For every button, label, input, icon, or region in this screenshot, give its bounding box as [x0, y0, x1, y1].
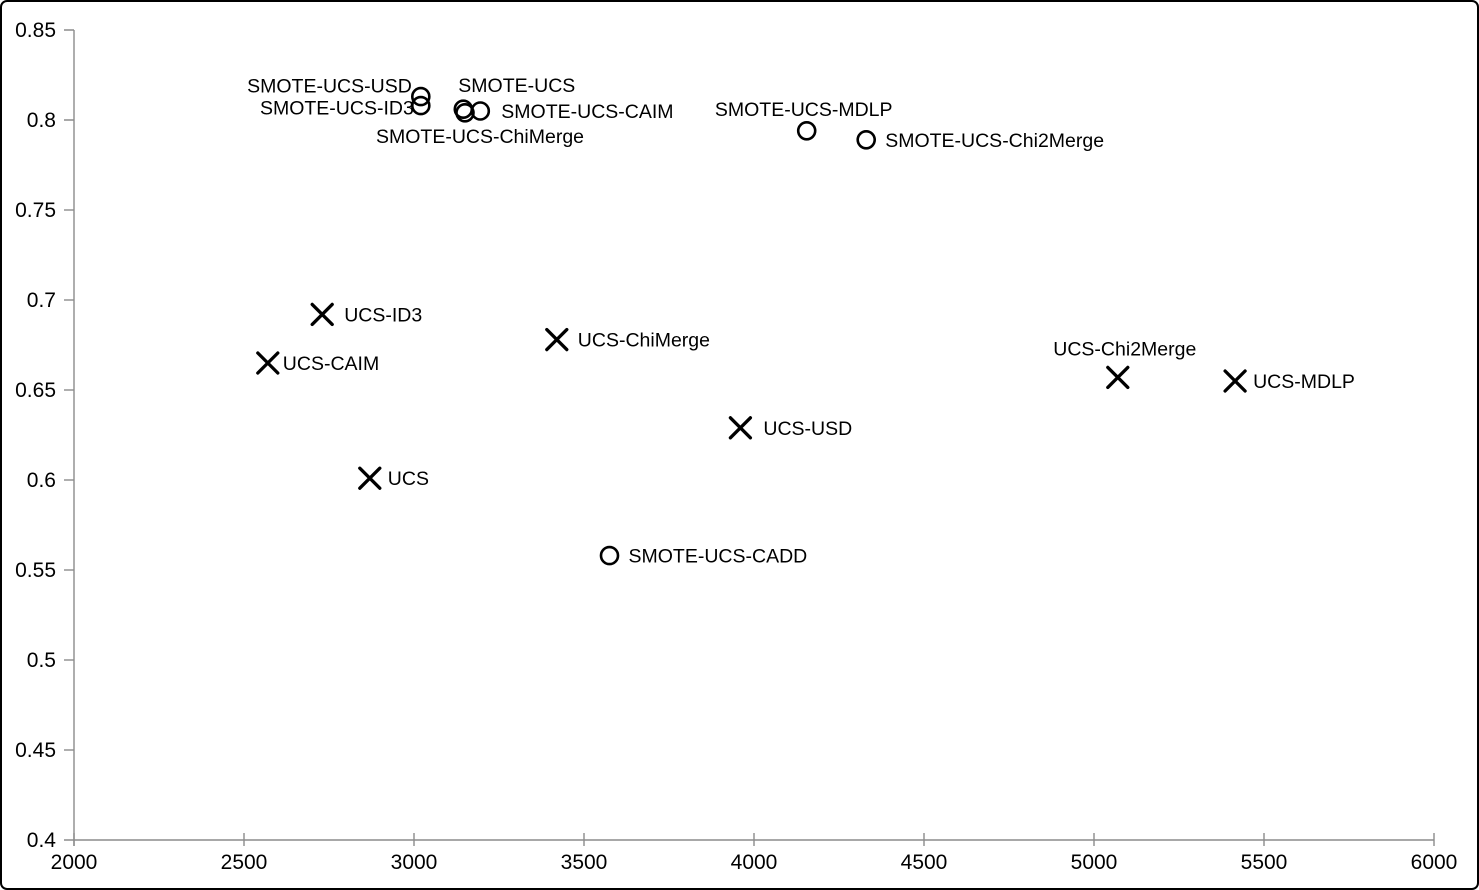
data-point-label-smote-ucs-cadd: SMOTE-UCS-CADD	[629, 546, 808, 568]
x-axis-tick-label: 3000	[391, 851, 438, 874]
data-point-label-ucs-chi2merge: UCS-Chi2Merge	[1053, 338, 1196, 360]
data-point-x-ucs-id3	[310, 302, 334, 327]
x-axis-tick-label: 2000	[51, 851, 98, 874]
data-point-circle-smote-ucs-cadd	[599, 545, 620, 566]
data-point-x-ucs-chimerge	[545, 327, 569, 352]
x-axis-tick-label: 6000	[1411, 851, 1458, 874]
x-axis-tick-label: 4500	[901, 851, 948, 874]
y-axis-tick-label: 0.75	[15, 199, 56, 222]
data-point-label-ucs-id3: UCS-ID3	[344, 304, 422, 326]
data-point-label-ucs-usd: UCS-USD	[763, 418, 852, 440]
y-axis-tick-label: 0.45	[15, 739, 56, 762]
data-point-circle-smote-ucs-usd	[410, 86, 431, 107]
y-axis-tick-label: 0.5	[27, 649, 56, 672]
data-point-circle-smote-ucs-mdlp	[796, 121, 817, 141]
data-point-circle-smote-ucs-id3	[410, 95, 431, 116]
y-axis-tick-label: 0.65	[15, 379, 56, 402]
data-point-label-ucs-caim: UCS-CAIM	[283, 353, 379, 375]
y-axis-tick-label: 0.55	[15, 559, 56, 582]
y-axis-tick-label: 0.4	[27, 829, 57, 852]
x-axis-tick-label: 5500	[1241, 851, 1288, 874]
data-point-label-smote-ucs-usd: SMOTE-UCS-USD	[247, 76, 412, 98]
y-axis-tick-label: 0.6	[27, 469, 56, 492]
data-point-x-ucs-chi2merge	[1106, 365, 1130, 390]
data-point-circle-smote-ucs-chimerge	[455, 103, 475, 123]
data-point-label-ucs-chimerge: UCS-ChiMerge	[578, 330, 710, 352]
x-axis-tick-label: 3500	[561, 851, 608, 874]
data-point-x-ucs-caim	[256, 351, 280, 375]
data-point-label-ucs-mdlp: UCS-MDLP	[1253, 371, 1355, 393]
data-point-x-ucs-mdlp	[1223, 369, 1247, 393]
x-axis-tick-label: 2500	[221, 851, 268, 874]
y-axis-tick-label: 0.8	[27, 109, 56, 132]
data-point-label-smote-ucs-caim: SMOTE-UCS-CAIM	[501, 101, 673, 123]
data-point-label-smote-ucs-chi2merge: SMOTE-UCS-Chi2Merge	[885, 130, 1104, 152]
y-axis-tick-label: 0.85	[15, 19, 56, 42]
y-axis-tick-label: 0.7	[27, 289, 56, 312]
data-point-label-ucs: UCS	[388, 468, 429, 490]
data-point-label-smote-ucs: SMOTE-UCS	[458, 75, 575, 97]
x-axis-tick-label: 5000	[1071, 851, 1118, 874]
data-point-label-smote-ucs-id3: SMOTE-UCS-ID3	[260, 98, 414, 120]
data-point-label-smote-ucs-mdlp: SMOTE-UCS-MDLP	[715, 99, 893, 121]
data-point-circle-smote-ucs-chi2merge	[856, 130, 877, 150]
data-point-x-ucs-usd	[728, 416, 753, 440]
data-point-circle-smote-ucs-caim	[470, 101, 491, 121]
data-point-label-smote-ucs-chimerge: SMOTE-UCS-ChiMerge	[376, 126, 584, 148]
data-point-x-ucs	[358, 466, 382, 490]
x-axis-tick-label: 4000	[731, 851, 778, 874]
